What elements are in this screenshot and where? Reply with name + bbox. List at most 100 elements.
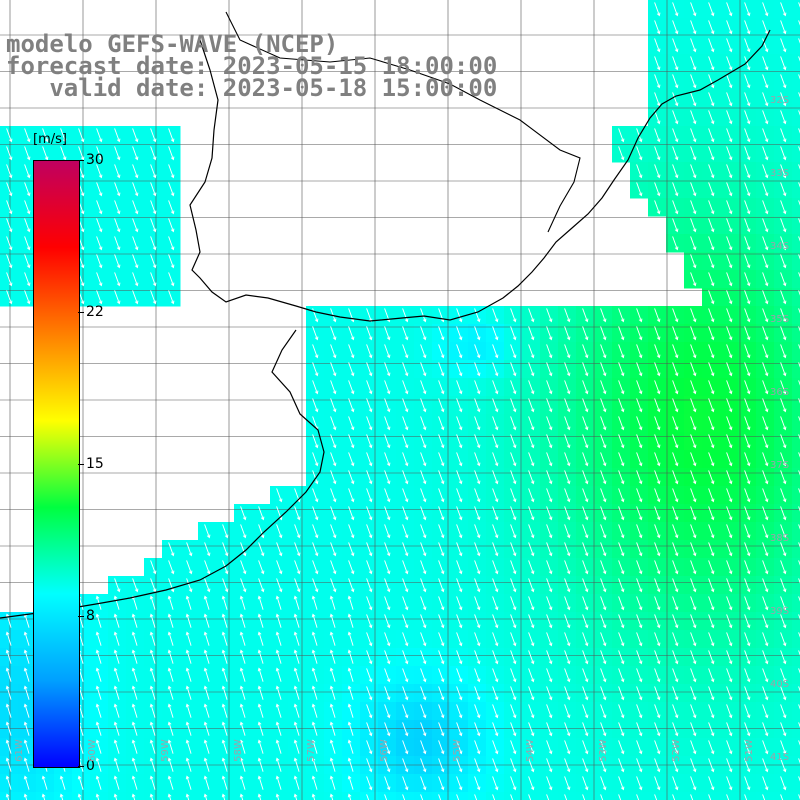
wind-vector-arrow [474, 650, 481, 665]
wind-vector-arrow [420, 416, 427, 431]
wind-vector-arrow [780, 668, 787, 683]
wind-vector-arrow [672, 128, 679, 143]
wind-vector-arrow [672, 758, 679, 773]
wind-vector-arrow [132, 236, 139, 251]
wind-vector-arrow [474, 632, 481, 647]
wind-vector-arrow [672, 74, 679, 89]
longitude-label: 54W [524, 739, 536, 762]
wind-vector-arrow [528, 452, 535, 467]
wind-speed-cell [756, 792, 775, 800]
wind-vector-arrow [329, 613, 336, 628]
wind-vector-arrow [366, 578, 373, 593]
wind-vector-arrow [402, 488, 409, 503]
wind-vector-arrow [744, 236, 751, 251]
wind-vector-arrow [690, 92, 697, 107]
wind-vector-arrow [474, 776, 481, 791]
wind-vector-arrow [780, 20, 787, 35]
wind-vector-arrow [384, 650, 391, 665]
wind-vector-arrow [6, 200, 13, 215]
wind-vector-arrow [600, 632, 607, 647]
wind-vector-arrow [564, 560, 571, 575]
wind-vector-arrow [366, 326, 373, 341]
latitude-label: 41S [770, 752, 790, 763]
wind-vector-arrow [654, 380, 661, 395]
wind-vector-arrow [275, 775, 282, 790]
wind-vector-arrow [654, 56, 661, 71]
wind-vector-arrow [546, 776, 553, 791]
wind-speed-cell [792, 162, 800, 181]
wind-vector-arrow [726, 776, 733, 791]
wind-speed-cell [792, 558, 800, 577]
wind-vector-arrow [744, 290, 751, 305]
wind-vector-arrow [708, 794, 712, 800]
wind-vector-arrow [384, 434, 391, 449]
wind-vector-arrow [5, 739, 12, 754]
wind-speed-cell [792, 126, 800, 145]
wind-vector-arrow [654, 344, 661, 359]
wind-speed-cell [792, 396, 800, 415]
wind-vector-arrow [618, 704, 625, 719]
wind-vector-arrow [384, 686, 391, 701]
wind-vector-arrow [312, 578, 319, 593]
wind-vector-arrow [762, 794, 766, 800]
wind-vector-arrow [762, 308, 769, 323]
wind-vector-arrow [438, 470, 445, 485]
wind-vector-arrow [798, 38, 800, 44]
wind-vector-arrow [149, 613, 156, 628]
wind-vector-arrow [456, 578, 463, 593]
wind-vector-arrow [708, 542, 715, 557]
wind-vector-arrow [708, 2, 715, 17]
wind-vector-arrow [311, 595, 318, 610]
wind-vector-arrow [510, 560, 517, 575]
wind-vector-arrow [258, 542, 265, 557]
wind-vector-arrow [798, 92, 800, 98]
wind-vector-arrow [708, 182, 715, 197]
wind-vector-arrow [474, 506, 481, 521]
wind-vector-arrow [185, 793, 190, 800]
wind-vector-arrow [438, 776, 445, 791]
wind-vector-arrow [24, 128, 31, 143]
wind-vector-arrow [726, 2, 733, 17]
wind-vector-arrow [492, 704, 499, 719]
wind-vector-arrow [708, 308, 715, 323]
wind-vector-arrow [744, 560, 751, 575]
wind-vector-arrow [546, 488, 553, 503]
wind-vector-arrow [293, 613, 300, 628]
wind-vector-arrow [113, 775, 120, 790]
wind-vector-arrow [275, 649, 282, 664]
wind-vector-arrow [456, 380, 463, 395]
wind-vector-arrow [258, 560, 265, 575]
wind-vector-arrow [690, 596, 697, 611]
wind-vector-arrow [564, 506, 571, 521]
wind-vector-arrow [582, 488, 589, 503]
wind-vector-arrow [798, 380, 800, 386]
wind-vector-arrow [456, 470, 463, 485]
wind-vector-arrow [582, 758, 589, 773]
wind-vector-arrow [672, 146, 679, 161]
wind-speed-cell [684, 792, 703, 800]
wind-vector-arrow [528, 344, 535, 359]
wind-vector-arrow [492, 650, 499, 665]
wind-vector-arrow [744, 434, 751, 449]
wind-vector-arrow [672, 218, 679, 233]
wind-vector-arrow [24, 200, 31, 215]
wind-vector-arrow [149, 649, 156, 664]
wind-vector-arrow [636, 344, 643, 359]
wind-vector-arrow [114, 272, 121, 287]
wind-vector-arrow [600, 794, 604, 800]
longitude-label: 55W [451, 739, 463, 762]
wind-vector-arrow [762, 380, 769, 395]
wind-vector-arrow [780, 506, 787, 521]
wind-vector-arrow [257, 667, 264, 682]
wind-vector-arrow [167, 757, 174, 772]
wind-vector-arrow [366, 794, 370, 800]
wind-vector-arrow [95, 649, 102, 664]
wind-vector-arrow [167, 775, 174, 790]
wind-vector-arrow [564, 488, 571, 503]
wind-vector-arrow [654, 704, 661, 719]
wind-vector-arrow [726, 470, 733, 485]
wind-vector-arrow [312, 344, 319, 359]
wind-vector-arrow [672, 362, 679, 377]
wind-vector-arrow [456, 362, 463, 377]
wind-vector-arrow [618, 416, 625, 431]
